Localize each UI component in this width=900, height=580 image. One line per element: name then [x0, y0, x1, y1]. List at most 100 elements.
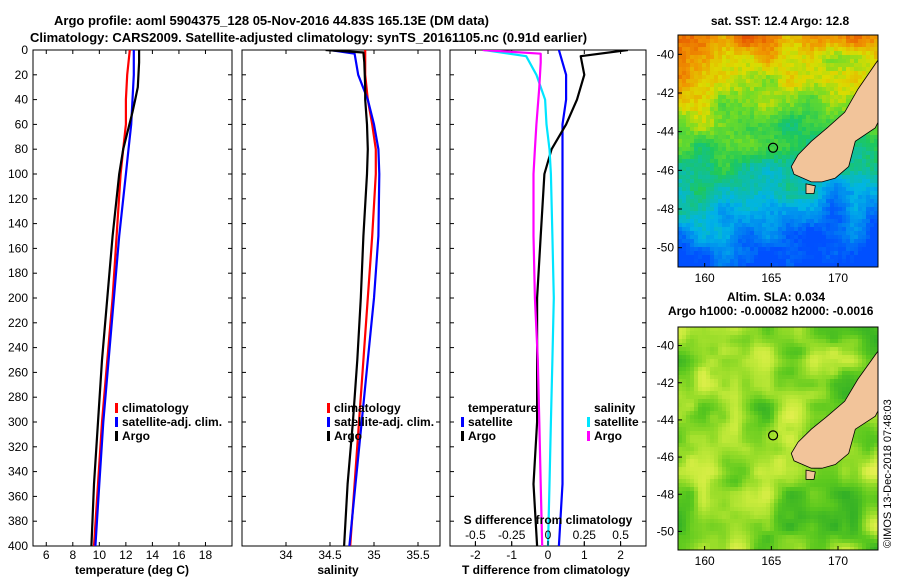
- map-cell: [698, 103, 702, 107]
- map-cell: [842, 207, 846, 211]
- map-cell: [802, 407, 806, 411]
- map-cell: [862, 147, 866, 151]
- map-cell: [762, 415, 766, 419]
- map-cell: [774, 107, 778, 111]
- map-cell: [870, 327, 874, 331]
- map-cell: [830, 239, 834, 243]
- map-cell: [686, 259, 690, 263]
- map-cell: [710, 427, 714, 431]
- map-cell: [814, 407, 818, 411]
- map-cell: [762, 223, 766, 227]
- map-cell: [790, 51, 794, 55]
- map-cell: [690, 187, 694, 191]
- legend-label-climatology: climatology: [122, 401, 189, 415]
- map-cell: [858, 371, 862, 375]
- map-cell: [790, 115, 794, 119]
- map-cell: [698, 211, 702, 215]
- map-cell: [706, 407, 710, 411]
- map-cell: [826, 55, 830, 59]
- map-cell: [838, 235, 842, 239]
- map-cell: [850, 375, 854, 379]
- map-cell: [682, 443, 686, 447]
- map-cell: [734, 215, 738, 219]
- map-cell: [762, 135, 766, 139]
- map-cell: [774, 255, 778, 259]
- map-cell: [814, 111, 818, 115]
- legend-label-t-satellite: satellite: [468, 415, 513, 429]
- map-cell: [686, 211, 690, 215]
- map-cell: [730, 203, 734, 207]
- salinity-panel: [241, 49, 441, 547]
- map-cell: [710, 71, 714, 75]
- map-cell: [790, 139, 794, 143]
- map-cell: [750, 131, 754, 135]
- map-cell: [782, 383, 786, 387]
- map-cell: [770, 59, 774, 63]
- map-cell: [766, 335, 770, 339]
- map-cell: [854, 67, 858, 71]
- map-cell: [870, 195, 874, 199]
- map-cell: [786, 95, 790, 99]
- map-cell: [870, 59, 874, 63]
- map-cell: [870, 223, 874, 227]
- map-cell: [810, 375, 814, 379]
- map-cell: [706, 107, 710, 111]
- map-cell: [758, 467, 762, 471]
- map-cell: [686, 87, 690, 91]
- map-cell: [774, 355, 778, 359]
- map-cell: [798, 339, 802, 343]
- map-cell: [686, 147, 690, 151]
- map-cell: [766, 439, 770, 443]
- map-cell: [866, 135, 870, 139]
- map-cell: [770, 115, 774, 119]
- map-cell: [742, 447, 746, 451]
- map-cell: [702, 51, 706, 55]
- map-cell: [834, 395, 838, 399]
- map-cell: [758, 71, 762, 75]
- map-cell: [722, 403, 726, 407]
- map-cell: [738, 215, 742, 219]
- map-cell: [682, 447, 686, 451]
- map-cell: [818, 355, 822, 359]
- map-cell: [770, 211, 774, 215]
- map-cell: [822, 355, 826, 359]
- map-cell: [770, 139, 774, 143]
- map-cell: [682, 215, 686, 219]
- map-cell: [806, 411, 810, 415]
- map-cell: [678, 75, 682, 79]
- map-cell: [794, 343, 798, 347]
- map-cell: [706, 383, 710, 387]
- map-cell: [758, 339, 762, 343]
- map-cell: [826, 191, 830, 195]
- map-cell: [742, 367, 746, 371]
- map-cell: [834, 227, 838, 231]
- map-cell: [846, 191, 850, 195]
- map-cell: [730, 71, 734, 75]
- map-cell: [834, 211, 838, 215]
- map-cell: [702, 107, 706, 111]
- map-cell: [750, 191, 754, 195]
- map-cell: [718, 243, 722, 247]
- map-cell: [714, 327, 718, 331]
- depth-axis: 0204060801001201401601802002202402602803…: [8, 43, 28, 553]
- map-cell: [766, 263, 770, 267]
- map-cell: [694, 383, 698, 387]
- map-cell: [686, 35, 690, 39]
- map-cell: [698, 107, 702, 111]
- map-cell: [790, 231, 794, 235]
- map-cell: [874, 139, 878, 143]
- map-cell: [754, 183, 758, 187]
- map-cell: [862, 327, 866, 331]
- map-cell: [742, 331, 746, 335]
- map-cell: [834, 87, 838, 91]
- map-cell: [706, 379, 710, 383]
- map-cell: [786, 143, 790, 147]
- map-cell: [862, 339, 866, 343]
- map-cell: [682, 47, 686, 51]
- map-cell: [746, 155, 750, 159]
- map-cell: [718, 407, 722, 411]
- map-cell: [678, 131, 682, 135]
- map-cell: [794, 375, 798, 379]
- map-cell: [786, 227, 790, 231]
- map-cell: [706, 83, 710, 87]
